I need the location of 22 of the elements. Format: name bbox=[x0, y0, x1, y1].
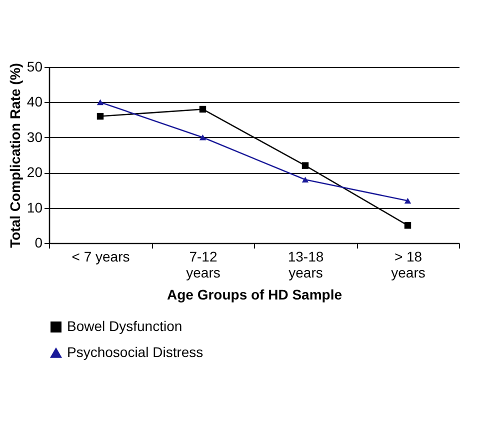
y-tick-label: 30 bbox=[26, 128, 43, 145]
x-tick-label: < 7 years bbox=[72, 248, 130, 264]
point bbox=[96, 112, 104, 120]
x-tick-label: 13-18 years bbox=[288, 248, 324, 280]
point bbox=[199, 106, 206, 113]
y-tick-label: 0 bbox=[34, 234, 43, 250]
point bbox=[404, 222, 412, 229]
y-tick-label: 50 bbox=[26, 58, 43, 74]
point bbox=[199, 134, 206, 140]
point bbox=[404, 198, 412, 204]
legend-label: Bowel Dysfunction bbox=[67, 318, 182, 334]
x-tick-label: > 18 years bbox=[391, 248, 426, 280]
point bbox=[96, 99, 104, 106]
y-tick-label: 40 bbox=[26, 94, 43, 110]
point bbox=[302, 162, 309, 169]
x-axis-title: Age Groups of HD Sample bbox=[166, 286, 342, 302]
point bbox=[302, 176, 309, 183]
legend-label: Psychosocial Distress bbox=[67, 344, 204, 360]
y-tick-label: 20 bbox=[26, 164, 43, 180]
x-tick-label: 7-12 years bbox=[186, 248, 220, 280]
y-axis-title: Total Complication Rate (%) bbox=[6, 63, 23, 248]
y-tick-label: 10 bbox=[26, 199, 43, 216]
